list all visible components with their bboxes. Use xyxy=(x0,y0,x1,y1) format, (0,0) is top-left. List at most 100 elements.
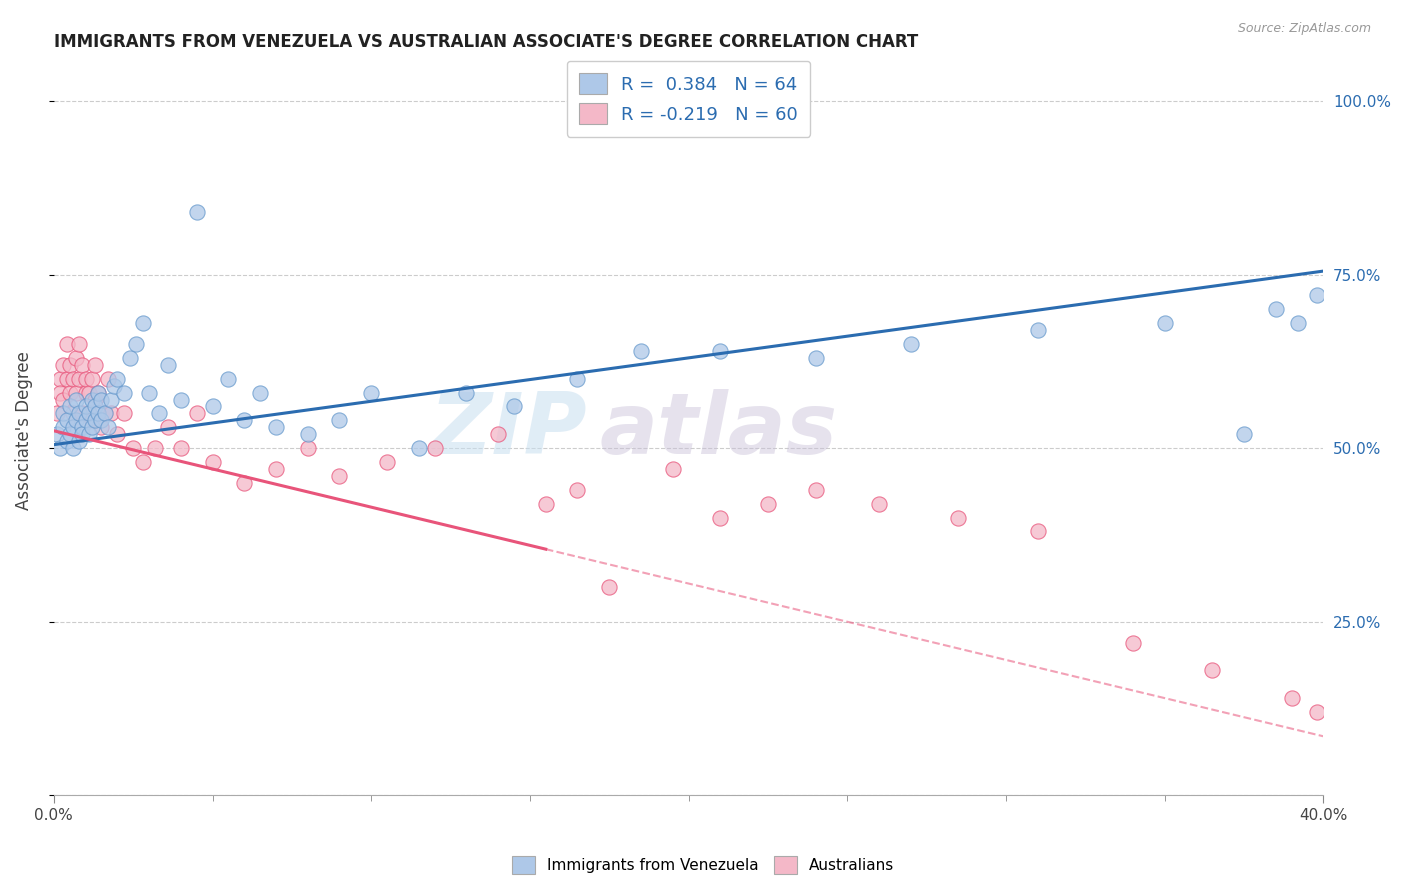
Point xyxy=(59,400,82,414)
Point xyxy=(233,475,256,490)
Point xyxy=(97,420,120,434)
Point xyxy=(1306,705,1329,719)
Point xyxy=(138,385,160,400)
Point xyxy=(1264,302,1286,317)
Point xyxy=(423,441,446,455)
Point xyxy=(503,400,526,414)
Point xyxy=(1306,288,1329,302)
Point xyxy=(1286,316,1309,330)
Point xyxy=(77,427,100,442)
Point xyxy=(170,441,193,455)
Point xyxy=(80,372,103,386)
Point xyxy=(1281,691,1303,706)
Point xyxy=(456,385,478,400)
Point xyxy=(67,434,90,449)
Point xyxy=(661,462,683,476)
Point xyxy=(77,406,100,420)
Point xyxy=(52,420,75,434)
Point xyxy=(567,483,589,497)
Point xyxy=(328,469,350,483)
Point xyxy=(112,406,135,420)
Point xyxy=(105,372,128,386)
Y-axis label: Associate's Degree: Associate's Degree xyxy=(15,351,32,510)
Point xyxy=(67,372,90,386)
Point xyxy=(297,427,319,442)
Point xyxy=(87,406,110,420)
Point xyxy=(148,406,170,420)
Point xyxy=(868,497,890,511)
Point xyxy=(486,427,509,442)
Point xyxy=(1026,323,1049,337)
Point xyxy=(598,580,620,594)
Point xyxy=(67,337,90,351)
Point xyxy=(62,406,84,420)
Text: IMMIGRANTS FROM VENEZUELA VS AUSTRALIAN ASSOCIATE'S DEGREE CORRELATION CHART: IMMIGRANTS FROM VENEZUELA VS AUSTRALIAN … xyxy=(53,33,918,51)
Point xyxy=(80,413,103,427)
Point xyxy=(948,510,970,524)
Point xyxy=(103,378,125,392)
Point xyxy=(1201,663,1223,677)
Point xyxy=(145,441,167,455)
Point xyxy=(112,385,135,400)
Point xyxy=(75,400,97,414)
Point xyxy=(804,483,827,497)
Point xyxy=(1153,316,1175,330)
Point xyxy=(1233,427,1256,442)
Point xyxy=(201,400,224,414)
Point xyxy=(630,343,652,358)
Point xyxy=(62,441,84,455)
Point xyxy=(90,392,112,407)
Point xyxy=(709,343,731,358)
Point xyxy=(97,372,120,386)
Point xyxy=(49,372,72,386)
Text: ZIP: ZIP xyxy=(429,389,586,472)
Point xyxy=(65,413,87,427)
Point xyxy=(90,420,112,434)
Point xyxy=(80,420,103,434)
Point xyxy=(408,441,430,455)
Point xyxy=(55,413,77,427)
Point xyxy=(328,413,350,427)
Point xyxy=(55,337,77,351)
Point xyxy=(131,316,153,330)
Point xyxy=(77,385,100,400)
Point xyxy=(186,406,208,420)
Point xyxy=(84,413,107,427)
Point xyxy=(84,392,107,407)
Point xyxy=(709,510,731,524)
Point xyxy=(65,351,87,365)
Point xyxy=(59,427,82,442)
Point xyxy=(65,392,87,407)
Point xyxy=(125,337,148,351)
Point xyxy=(264,420,287,434)
Point xyxy=(59,385,82,400)
Legend: Immigrants from Venezuela, Australians: Immigrants from Venezuela, Australians xyxy=(506,850,900,880)
Point xyxy=(75,372,97,386)
Point xyxy=(264,462,287,476)
Point xyxy=(1026,524,1049,539)
Point xyxy=(72,406,94,420)
Point xyxy=(131,455,153,469)
Point xyxy=(77,406,100,420)
Point xyxy=(52,358,75,372)
Point xyxy=(93,406,115,420)
Point xyxy=(62,420,84,434)
Point xyxy=(100,392,122,407)
Point xyxy=(756,497,779,511)
Point xyxy=(46,427,69,442)
Point xyxy=(75,385,97,400)
Point xyxy=(375,455,398,469)
Point xyxy=(804,351,827,365)
Point xyxy=(567,372,589,386)
Point xyxy=(65,385,87,400)
Point xyxy=(46,406,69,420)
Point xyxy=(93,406,115,420)
Point xyxy=(157,420,180,434)
Point xyxy=(249,385,271,400)
Text: Source: ZipAtlas.com: Source: ZipAtlas.com xyxy=(1237,22,1371,36)
Legend: R =  0.384   N = 64, R = -0.219   N = 60: R = 0.384 N = 64, R = -0.219 N = 60 xyxy=(567,61,810,136)
Point xyxy=(118,351,141,365)
Point xyxy=(90,413,112,427)
Point xyxy=(233,413,256,427)
Point xyxy=(80,392,103,407)
